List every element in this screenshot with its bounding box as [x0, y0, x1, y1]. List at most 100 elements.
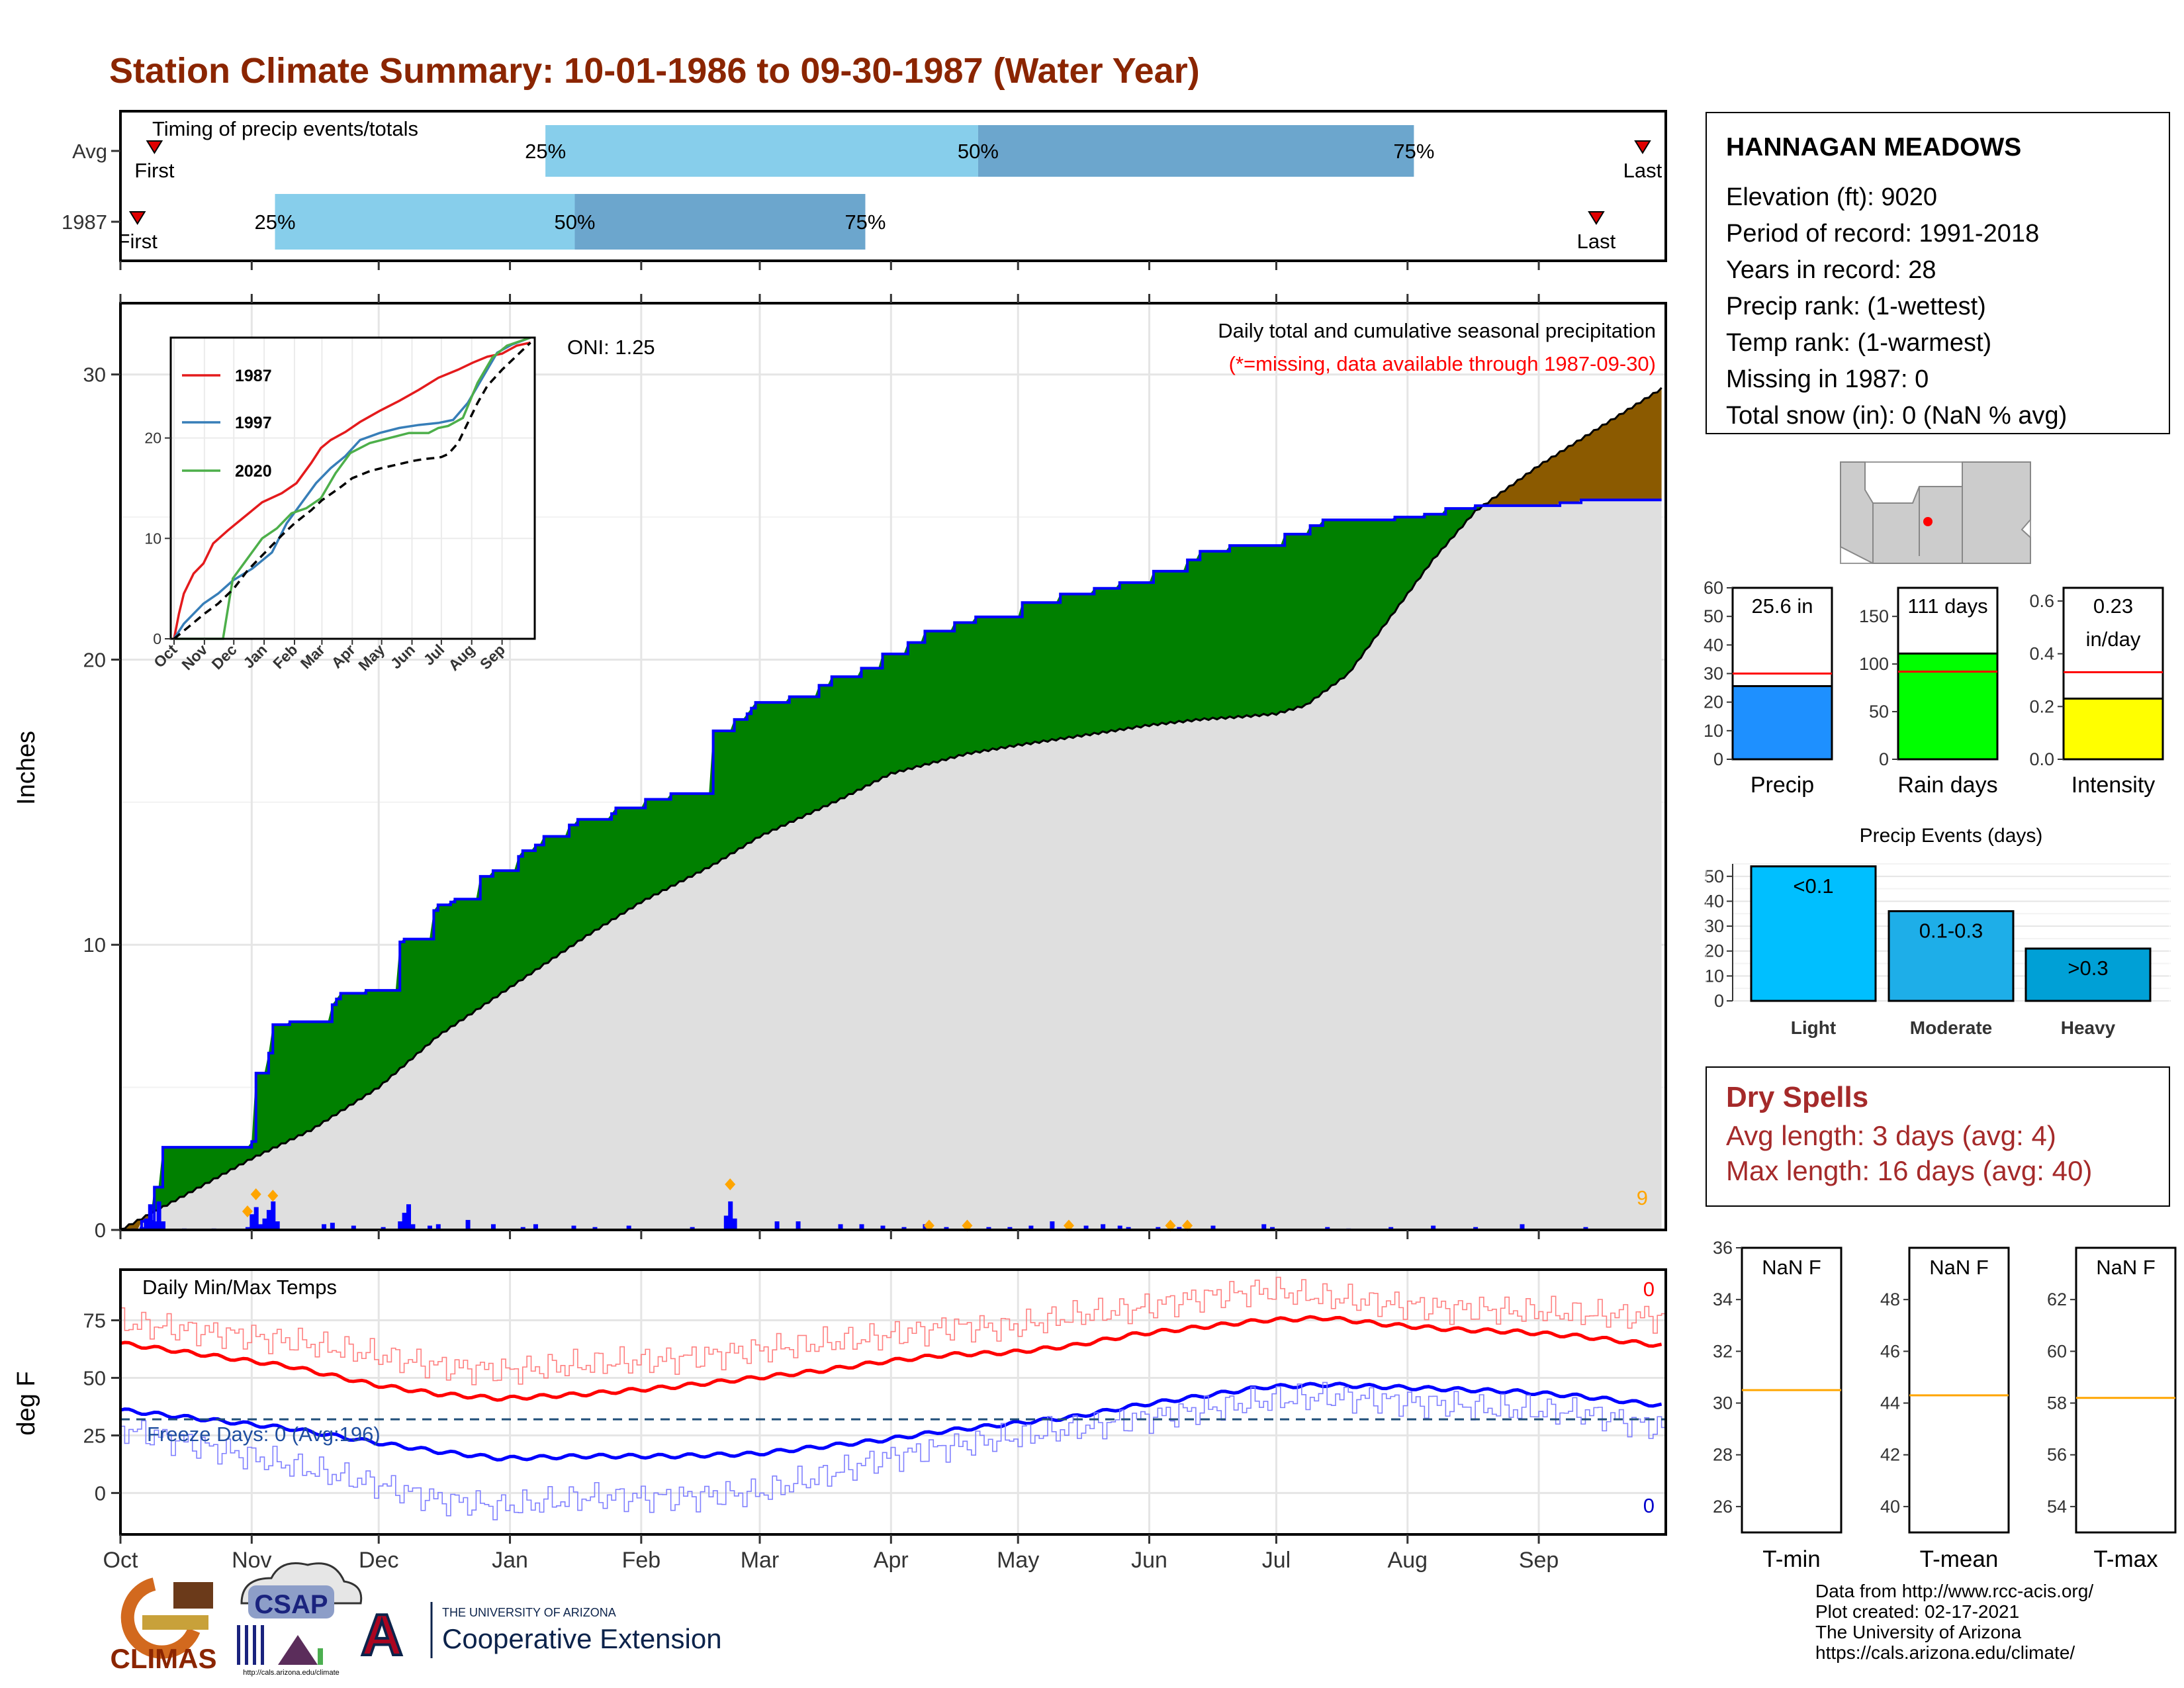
timing-pct-label: 25% [525, 140, 566, 163]
temp-box-frame [2075, 1246, 2177, 1534]
daily-precip-bar [490, 1224, 496, 1230]
temp-box-value: NaN F [1929, 1256, 1989, 1279]
timing-bar-q1 [545, 125, 978, 177]
temp-box-ytick-label: 58 [2047, 1393, 2067, 1413]
mini-ytick-label: 60 [1704, 578, 1723, 598]
temp-ytick-label: 75 [83, 1309, 106, 1333]
events-bar [2025, 947, 2152, 1002]
temp-ytick-label: 50 [83, 1366, 106, 1389]
events-ytick-label: 40 [1704, 891, 1724, 911]
events-ytick-label: 30 [1704, 916, 1724, 936]
timing-row-label: 1987 [62, 211, 107, 234]
daily-precip-bar [1177, 1227, 1182, 1230]
temp-box-ytick-label: 36 [1713, 1238, 1733, 1258]
daily-precip-bar [428, 1225, 432, 1230]
footer-credit-line: Plot created: 02-17-2021 [1815, 1601, 2019, 1622]
first-event-marker [146, 140, 163, 154]
timing-pct-label: 50% [958, 140, 999, 163]
daily-precip-bar [435, 1224, 441, 1230]
daily-precip-bar [330, 1223, 335, 1230]
chart-header-line2: (*=missing, data available through 1987-… [1229, 352, 1656, 375]
month-label: Nov [232, 1548, 271, 1573]
daily-precip-bar [1050, 1221, 1055, 1230]
temp-box-ytick-label: 44 [1880, 1393, 1900, 1413]
daily-precip-bar [139, 1227, 144, 1230]
missing-data-marker [267, 1190, 279, 1202]
daily-precip-bar [1473, 1227, 1479, 1230]
temp-box-ytick-label: 60 [2047, 1341, 2067, 1361]
main-ytick-label: 30 [83, 363, 106, 387]
station-info-line: Total snow (in): 0 (NaN % avg) [1726, 402, 2067, 430]
daily-precip-bar [148, 1204, 153, 1230]
daily-precip-bar [250, 1214, 255, 1230]
missing-data-marker [725, 1178, 736, 1191]
daily-precip-bar [253, 1207, 259, 1230]
timing-row-label: Avg [72, 140, 107, 163]
dry-spells-max: Max length: 16 days (avg: 40) [1726, 1155, 2092, 1186]
month-label: Oct [103, 1548, 138, 1573]
daily-precip-bar [626, 1225, 631, 1230]
daily-precip-bar [838, 1224, 843, 1230]
inset-ytick-label: 0 [153, 630, 161, 647]
daily-precip-bar [381, 1227, 386, 1230]
footer-credit-line: https://cals.arizona.edu/climate/ [1815, 1642, 2075, 1663]
daily-precip-bar [160, 1221, 165, 1230]
daily-precip-bar [1210, 1225, 1216, 1230]
daily-precip-bar [728, 1201, 733, 1230]
inset-series-2020 [174, 336, 531, 640]
daily-precip-bar [796, 1221, 801, 1230]
ua-big-text: Cooperative Extension [442, 1623, 722, 1654]
mini-ytick-label: 20 [1704, 692, 1723, 712]
month-label: Apr [874, 1548, 909, 1573]
daily-precip-bar [406, 1204, 412, 1230]
events-title: Precip Events (days) [1860, 825, 2043, 847]
station-info-line: Elevation (ft): 9020 [1726, 183, 1937, 211]
inset-ytick-label: 10 [144, 530, 161, 547]
station-info-line: Missing in 1987: 0 [1726, 365, 1929, 393]
month-label: Sep [1519, 1548, 1559, 1573]
temp-ytick-label: 0 [95, 1481, 106, 1505]
timing-panel: Timing of precip events/totals Avg 25% 50%… [62, 110, 1694, 270]
dry-spells-box: Dry Spells Avg length: 3 days (avg: 4) M… [1706, 1066, 2170, 1207]
location-map [1840, 461, 2031, 564]
last-event-label: Last [1623, 159, 1662, 182]
events-ytick-label: 0 [1714, 991, 1724, 1011]
daily-precip-bar [152, 1221, 158, 1230]
daily-precip-bar [1520, 1224, 1525, 1230]
first-event-marker [128, 211, 146, 225]
temp-box-ytick-label: 40 [1880, 1497, 1900, 1517]
mini-value-text: 25.6 in [1751, 594, 1813, 618]
station-info-box: HANNAGAN MEADOWS Elevation (ft): 9020 Per… [1706, 112, 2170, 434]
climas-logo: CLIMAS [111, 1577, 217, 1674]
daily-precip-bar [859, 1224, 864, 1230]
events-ytick-label: 50 [1704, 867, 1724, 886]
timing-pct-label: 50% [554, 211, 595, 234]
ua-logo: A THE UNIVERSITY OF ARIZONA Cooperative … [359, 1601, 722, 1669]
events-category-label: Heavy [2061, 1017, 2116, 1038]
freeze-days-label: Freeze Days: 0 (Avg:196) [147, 1423, 381, 1446]
daily-precip-bar [1583, 1227, 1588, 1230]
events-ytick-label: 10 [1704, 966, 1724, 986]
daily-precip-bar [465, 1219, 471, 1230]
temp-box-label: T-min [1762, 1546, 1821, 1572]
timing-bar-q2 [978, 125, 1414, 177]
main-precip-chart: 0 10 20 30 Inches ONI: 1.25 Daily total and… [13, 294, 1667, 1242]
missing-data-marker [242, 1205, 253, 1217]
oni-label: ONI: 1.25 [567, 336, 655, 359]
mini-ytick-label: 50 [1704, 606, 1723, 626]
daily-precip-bar [1156, 1227, 1161, 1230]
timing-bar-q1 [275, 194, 575, 250]
timing-bar-q2 [574, 194, 866, 250]
mini-ytick-label: 50 [1869, 702, 1889, 722]
temp-box-ytick-label: 42 [1880, 1445, 1900, 1465]
events-ytick-label: 20 [1704, 941, 1724, 961]
daily-precip-bar [258, 1224, 263, 1230]
inset-legend-label: 2020 [235, 462, 272, 481]
events-frame [1706, 820, 2170, 1043]
csap-text: CSAP [254, 1590, 328, 1619]
mini-chart-raindays: 0 50 100 150 111 days Rain days [1859, 586, 1999, 798]
mini-ytick-label: 150 [1859, 606, 1889, 626]
month-label: Jan [492, 1548, 528, 1573]
temp-box-label: T-max [2093, 1546, 2158, 1572]
mini-ytick-label: 0.6 [2029, 591, 2054, 611]
